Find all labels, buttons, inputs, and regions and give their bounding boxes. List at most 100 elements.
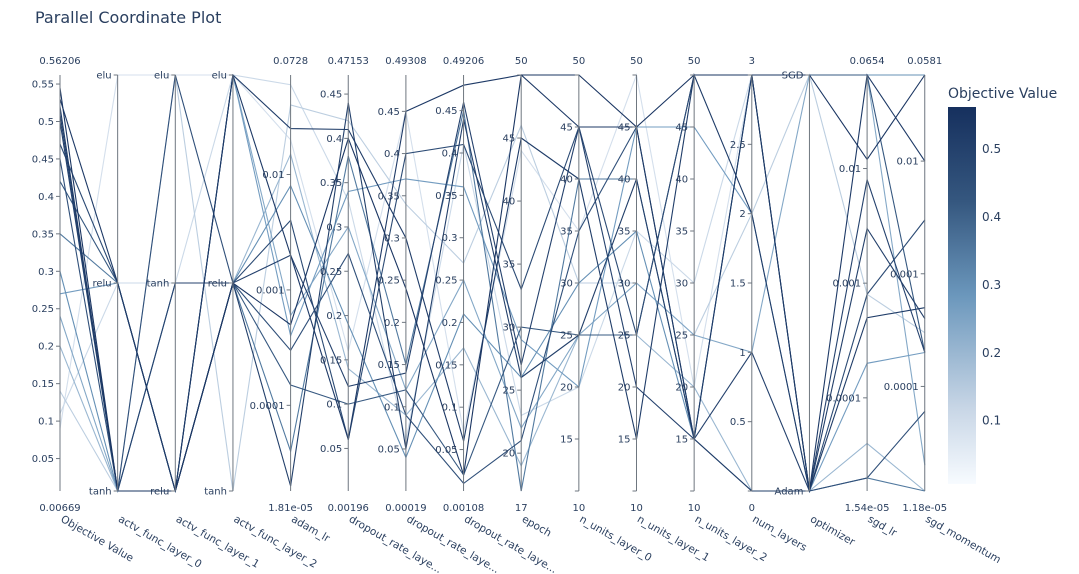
axis-min-label: 0.00669 — [39, 503, 80, 514]
tick-label: 0.1 — [384, 402, 400, 413]
tick-label: 35 — [502, 260, 515, 271]
axis-title: sgd_momentum — [923, 513, 1003, 566]
tick-label: 0.01 — [839, 164, 861, 175]
axis-min-label: 0.00019 — [385, 503, 426, 514]
tick-label: elu — [96, 71, 111, 82]
axis-min-label: 1.54e-05 — [845, 503, 890, 514]
tick-label: 0.001 — [256, 285, 285, 296]
tick-label: 2 — [739, 209, 745, 220]
axis-max-label: 0.0728 — [273, 56, 308, 67]
tick-label: 0.5 — [730, 417, 746, 428]
tick-label: 0.3 — [38, 267, 54, 278]
axis-max-label: 0.56206 — [39, 56, 80, 67]
tick-label: 0.0001 — [826, 393, 861, 404]
tick-label: 40 — [618, 175, 631, 186]
tick-label: 0.01 — [262, 170, 284, 181]
tick-label: 20 — [618, 383, 631, 394]
tick-label: 0.4 — [384, 149, 400, 160]
tick-label: 0.55 — [32, 80, 54, 91]
tick-label: 0.05 — [320, 444, 342, 455]
tick-label: 45 — [502, 134, 515, 145]
tick-label: 0.35 — [32, 229, 54, 240]
axis-title: optimizer — [808, 513, 858, 549]
tick-label: 30 — [502, 323, 515, 334]
trial-line — [59, 102, 926, 493]
axis-min-label: 0 — [749, 503, 755, 514]
axis-title: sgd_lr — [866, 513, 900, 539]
colorbar-tick-label: 0.3 — [982, 278, 1001, 292]
axis: 0.05 0.1 0.15 0.2 0.25 0.3 0.35 0.4 0.45 0.49206 0… — [435, 56, 559, 574]
axis-min-label: 10 — [572, 503, 585, 514]
colorbar-tick-label: 0.2 — [982, 346, 1001, 360]
tick-label: 35 — [675, 227, 688, 238]
tick-label: 15 — [675, 435, 688, 446]
axis-max-label: 50 — [688, 56, 701, 67]
axis-max-label: 0.49308 — [385, 56, 426, 67]
tick-label: 30 — [560, 279, 573, 290]
tick-label: 0.001 — [890, 269, 919, 280]
tick-label: 1.5 — [730, 279, 746, 290]
tick-label: 0.001 — [832, 279, 861, 290]
tick-label: 15 — [618, 435, 631, 446]
tick-label: 0.25 — [320, 267, 342, 278]
tick-label: SGD — [782, 71, 804, 82]
tick-label: 15 — [560, 435, 573, 446]
tick-label: 0.2 — [38, 342, 54, 353]
axis-title: adam_lr — [289, 513, 332, 545]
tick-label: 25 — [618, 331, 631, 342]
tick-label: 0.3 — [442, 233, 458, 244]
tick-label: relu — [150, 487, 169, 498]
tick-label: 0.35 — [320, 178, 342, 189]
tick-label: 30 — [675, 279, 688, 290]
tick-label: 0.45 — [378, 107, 400, 118]
axis-max-label: 0.47153 — [328, 56, 369, 67]
tick-label: 0.35 — [435, 191, 457, 202]
tick-label: 0.0001 — [250, 401, 285, 412]
tick-label: 0.45 — [320, 90, 342, 101]
tick-label: tanh — [89, 487, 112, 498]
tick-label: 25 — [502, 386, 515, 397]
colorbar-title: Objective Value — [948, 86, 1057, 102]
axis: 0.05 0.1 0.15 0.2 0.25 0.3 0.35 0.4 0.45 0.47153 0… — [320, 56, 444, 574]
tick-label: elu — [212, 71, 227, 82]
tick-label: 20 — [560, 383, 573, 394]
tick-label: 0.45 — [32, 154, 54, 165]
tick-label: 0.4 — [38, 192, 54, 203]
axis-min-label: 10 — [688, 503, 701, 514]
trial-line — [59, 74, 926, 492]
axis-min-label: 17 — [515, 503, 528, 514]
axis: 0.05 0.1 0.15 0.2 0.25 0.3 0.35 0.4 0.45 0.5 0.55 0… — [32, 56, 136, 565]
tick-label: 0.2 — [442, 318, 458, 329]
tick-label: 40 — [675, 175, 688, 186]
tick-label: 25 — [560, 331, 573, 342]
tick-label: 45 — [675, 123, 688, 134]
tick-label: 45 — [560, 123, 573, 134]
axis: 0.05 0.1 0.15 0.2 0.25 0.3 0.35 0.4 0.45 0.49308 0… — [378, 56, 502, 574]
tick-label: 0.05 — [435, 445, 457, 456]
colorbar-tick-label: 0.5 — [982, 142, 1001, 156]
colorbar-gradient — [948, 107, 976, 484]
axis-title: dropout_rate_laye... — [347, 513, 444, 574]
tick-label: relu — [92, 279, 111, 290]
tick-label: tanh — [204, 487, 227, 498]
tick-label: 0.15 — [378, 360, 400, 371]
tick-label: 40 — [560, 175, 573, 186]
tick-label: 0.45 — [435, 106, 457, 117]
tick-label: Adam — [775, 487, 804, 498]
tick-label: 35 — [560, 227, 573, 238]
tick-label: tanh — [147, 279, 170, 290]
tick-label: 1 — [739, 348, 745, 359]
tick-label: 40 — [502, 197, 515, 208]
polylines-layer — [59, 72, 926, 494]
tick-label: 0.0001 — [884, 382, 919, 393]
tick-label: 0.5 — [38, 117, 54, 128]
colorbar-tick-label: 0.4 — [982, 210, 1001, 224]
axis-min-label: 0.00196 — [328, 503, 369, 514]
tick-label: 0.25 — [32, 304, 54, 315]
tick-label: 0.1 — [442, 403, 458, 414]
tick-label: 0.3 — [384, 233, 400, 244]
